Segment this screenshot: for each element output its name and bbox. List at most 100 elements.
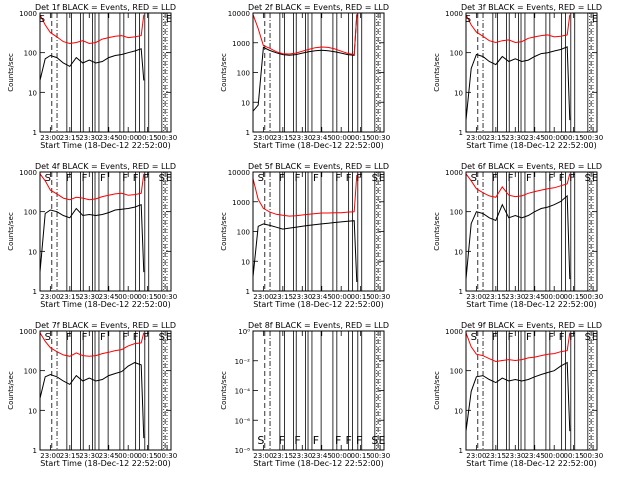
marker-label: F [548,173,554,184]
x-tick-label: 00:15 [138,134,158,142]
y-tick-label: 1000 [445,10,463,18]
series-group [39,14,145,81]
marker-label: F [313,434,319,447]
reference-lines [51,13,168,132]
x-axis-label: Start Time (18-Dec-12 22:52:00) [253,141,384,150]
x-tick-label: 23:45 [525,134,545,142]
y-tick-label: 10 [28,89,37,97]
x-tick-label: 23:30 [505,452,525,460]
y-axis-label: Counts/sec [7,371,15,410]
x-tick-label: 23:45 [99,452,119,460]
marker-label: F [313,173,319,184]
x-tick-label: 00:15 [351,134,371,142]
marker-label: F [133,173,139,184]
panel-title: Det 2f BLACK = Events, RED = LLD [248,3,389,12]
marker-label: F [508,332,514,343]
marker-label: E [379,173,385,184]
x-tick-label: 00:00 [331,134,351,142]
x-tick-label: 00:00 [118,452,138,460]
marker-label: F [100,173,106,184]
marker-label: S [45,173,51,184]
marker-label: F [133,332,139,343]
y-axis-label: Counts/sec [433,371,441,410]
x-tick-label: 00:00 [331,452,351,460]
panel-title: Det 8f BLACK = Events, RED = LLD [248,321,389,330]
y-axis-label: Counts/sec [433,212,441,251]
marker-label: S [159,173,165,184]
x-tick-label: 23:00 [40,293,60,301]
panel-title: Det 4f BLACK = Events, RED = LLD [35,162,176,171]
y-tick-label: 100 [24,368,37,376]
panel-title: Det 9f BLACK = Events, RED = LLD [461,321,602,330]
x-tick-label: 23:15 [273,134,293,142]
panel-title: Det 7f BLACK = Events, RED = LLD [35,321,176,330]
x-tick-label: 00:30 [370,452,390,460]
x-tick-label: 23:00 [253,293,273,301]
y-tick-label: 100 [237,70,250,78]
x-tick-label: 00:00 [544,293,564,301]
marker-label: E [592,173,598,184]
series-lld [465,14,571,44]
marker-label: E [166,173,172,184]
x-tick-label: 00:30 [157,293,177,301]
panel-det-3: Det 3f BLACK = Events, RED = LLD Counts/s… [433,3,603,150]
x-axis-label: Start Time (18-Dec-12 22:52:00) [466,300,597,309]
x-tick-label: 00:00 [118,134,138,142]
y-axis-label: Counts/sec [220,371,228,410]
marker-label: S [159,332,165,343]
y-tick-label: 1 [33,447,37,455]
x-tick-label: 00:00 [331,293,351,301]
x-tick-label: 23:15 [486,293,506,301]
x-tick-label: 23:45 [99,293,119,301]
marker-label: F [100,332,106,343]
x-tick-label: 23:15 [60,293,80,301]
y-tick-label: 1000 [445,169,463,177]
marker-label: S [39,14,45,25]
marker-label: F [82,173,88,184]
panel-det-1: Det 1f BLACK = Events, RED = LLD Counts/s… [7,3,177,150]
panel-det-8: Det 8f BLACK = Events, RED = LLD Counts/s… [220,321,390,468]
marker-label: F [548,332,554,343]
x-tick-label: 00:30 [583,134,603,142]
x-tick-label: 23:15 [60,452,80,460]
x-tick-label: 23:45 [525,452,545,460]
y-tick-label: 10 [454,248,463,256]
marker-label: F [345,434,351,447]
marker-label: F [356,173,362,184]
plot-frame [39,171,172,292]
reference-lines [51,331,168,450]
series-lld [465,332,571,363]
x-tick-label: 23:30 [79,134,99,142]
marker-label: S [585,173,591,184]
x-axis-label: Start Time (18-Dec-12 22:52:00) [466,141,597,150]
reference-lines [51,172,168,291]
y-tick-label: 1000 [445,328,463,336]
x-tick-label: 23:45 [312,452,332,460]
series-events [465,46,571,121]
marker-label: S [372,173,378,184]
x-tick-label: 00:30 [583,452,603,460]
x-tick-label: 00:30 [583,293,603,301]
y-tick-label: 1 [246,129,250,137]
panel-title: Det 3f BLACK = Events, RED = LLD [461,3,602,12]
marker-label: F [122,332,128,343]
x-tick-label: 00:30 [157,134,177,142]
y-tick-label: 10 [454,407,463,415]
marker-label: F [569,173,575,184]
x-tick-label: 23:30 [292,134,312,142]
y-tick-label: 100 [450,50,463,58]
panel-det-2: Det 2f BLACK = Events, RED = LLD Counts/s… [220,3,390,150]
marker-label: S [471,332,477,343]
x-tick-label: 23:00 [253,134,273,142]
series-events [465,194,571,280]
reference-lines [264,13,381,132]
marker-label: S [257,434,264,447]
y-tick-label: 10 [241,258,250,266]
y-tick-label: 1000 [19,10,37,18]
marker-label: F [143,332,149,343]
y-tick-label: 1 [246,288,250,296]
series-lld [39,173,145,201]
panel-title: Det 5f BLACK = Events, RED = LLD [248,162,389,171]
series-group [465,14,571,121]
marker-label: E [379,434,386,447]
